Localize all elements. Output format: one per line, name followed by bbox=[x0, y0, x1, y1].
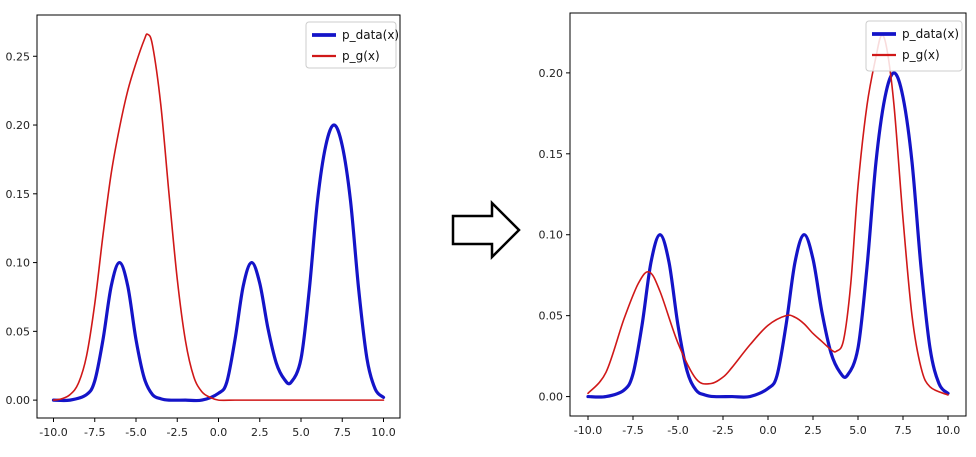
y-tick-label: 0.20 bbox=[539, 67, 564, 80]
legend-label: p_g(x) bbox=[342, 49, 380, 63]
legend-label: p_g(x) bbox=[902, 48, 940, 62]
x-tick-label: -10.0 bbox=[39, 426, 67, 439]
y-tick-label: 0.15 bbox=[539, 148, 564, 161]
plot-area-frame bbox=[569, 12, 967, 417]
series-line-p-g bbox=[52, 33, 385, 402]
y-tick-label: 0.25 bbox=[6, 50, 31, 63]
legend-label: p_data(x) bbox=[902, 27, 959, 41]
legend-label: p_data(x) bbox=[342, 28, 399, 42]
x-tick-label: 10.0 bbox=[936, 424, 961, 437]
x-tick-label: 5.0 bbox=[849, 424, 867, 437]
y-tick-label: 0.20 bbox=[6, 119, 31, 132]
x-tick-label: -7.5 bbox=[84, 426, 105, 439]
chart-after-training: -10.0 -7.5 -5.0 -2.5 0.0 2.5 5.0 7.5 10.0 0.00 0.0… bbox=[539, 12, 967, 437]
x-tick-label: 7.5 bbox=[894, 424, 912, 437]
series-line-p-g bbox=[587, 34, 949, 396]
series-line-p-data bbox=[586, 71, 950, 399]
x-tick-label: -5.0 bbox=[125, 426, 146, 439]
y-tick-label: 0.10 bbox=[6, 257, 31, 270]
plot-area-frame bbox=[36, 14, 401, 419]
x-tick-label: -2.5 bbox=[712, 424, 733, 437]
y-tick-label: 0.00 bbox=[539, 391, 564, 404]
legend: p_data(x) p_g(x) bbox=[305, 21, 399, 69]
x-tick-label: -7.5 bbox=[622, 424, 643, 437]
legend: p_data(x) p_g(x) bbox=[865, 20, 963, 72]
y-tick-label: 0.00 bbox=[6, 394, 31, 407]
x-tick-label: 2.5 bbox=[251, 426, 269, 439]
x-tick-label: 10.0 bbox=[371, 426, 396, 439]
x-tick-label: 7.5 bbox=[334, 426, 352, 439]
y-tick-label: 0.05 bbox=[539, 310, 564, 323]
x-tick-label: -5.0 bbox=[667, 424, 688, 437]
x-tick-label: -2.5 bbox=[167, 426, 188, 439]
x-tick-label: -10.0 bbox=[574, 424, 602, 437]
chart-before-training: -10.0 -7.5 -5.0 -2.5 0.0 2.5 5.0 7.5 10.0 0.00 0.0… bbox=[6, 14, 401, 439]
x-tick-label: 0.0 bbox=[210, 426, 228, 439]
transition-arrow-icon bbox=[451, 199, 521, 261]
y-tick-label: 0.10 bbox=[539, 229, 564, 242]
x-tick-label: 5.0 bbox=[292, 426, 310, 439]
x-tick-label: 0.0 bbox=[759, 424, 777, 437]
y-tick-label: 0.05 bbox=[6, 325, 31, 338]
x-tick-label: 2.5 bbox=[804, 424, 822, 437]
series-line-p-data bbox=[51, 123, 386, 403]
y-tick-label: 0.15 bbox=[6, 188, 31, 201]
